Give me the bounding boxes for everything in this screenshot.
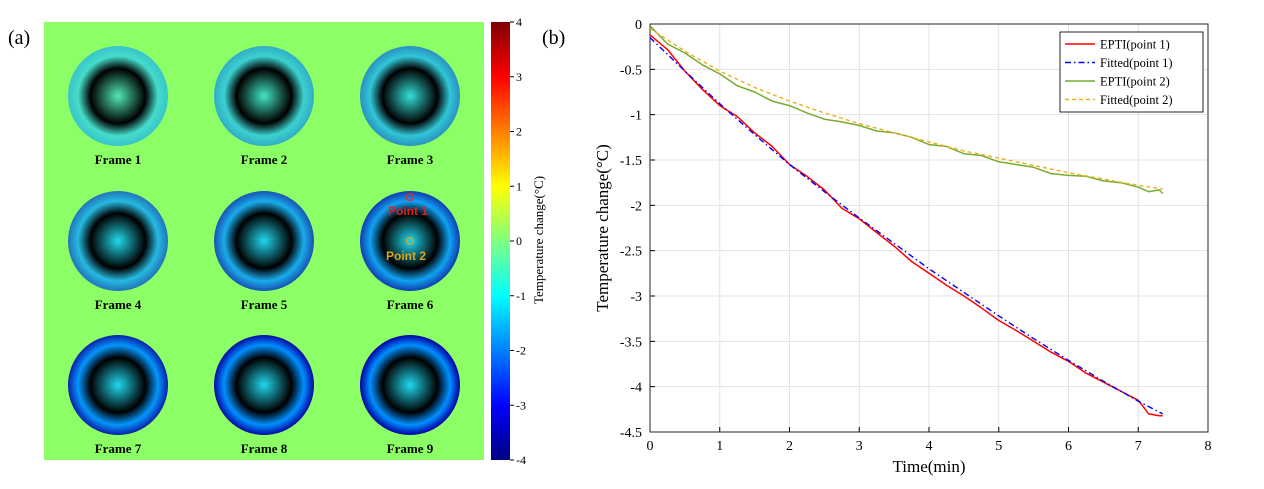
point-1-marker <box>405 192 415 202</box>
colorbar <box>491 22 510 460</box>
frame-5-image <box>214 191 314 291</box>
frame-4-image <box>68 191 168 291</box>
panel-a-label: (a) <box>8 27 30 49</box>
line-chart: 0 1 2 3 4 5 6 7 8 0 -0.5 -1 -1.5 -2 -2.5 -3 -3.5 -4 -4.5 Ti… <box>593 18 1212 476</box>
frame-1-image <box>68 46 168 146</box>
axes-box <box>649 23 1209 433</box>
y-tick-label: -4.5 <box>620 426 642 441</box>
colorbar-tick-label: 4 <box>516 15 522 29</box>
y-tick-label: -2.5 <box>620 245 642 260</box>
y-axis-title: Temperature change(°C) <box>593 144 612 312</box>
frame-9-label: Frame 9 <box>387 441 434 456</box>
frame-2-image <box>214 46 314 146</box>
frame-6-image <box>360 191 460 291</box>
legend: EPTI(point 1) Fitted(point 1) EPTI(point 2… <box>1059 31 1204 113</box>
legend-entry-label: EPTI(point 2) <box>1100 75 1170 89</box>
frame-8-image <box>214 335 314 435</box>
colorbar-tick-label: -4 <box>516 453 526 467</box>
frame-6-label: Frame 6 <box>387 297 434 312</box>
point-2-label: Point 2 <box>386 249 426 263</box>
y-tick-label: -2 <box>630 199 642 214</box>
x-tick-label: 8 <box>1205 439 1212 454</box>
point-2-marker <box>405 236 415 246</box>
series-line-fitted-point-2 <box>649 27 1163 190</box>
frame-4-label: Frame 4 <box>95 297 142 312</box>
frame-2-label: Frame 2 <box>241 152 288 167</box>
colorbar-tick-label: 3 <box>516 70 522 84</box>
y-tick-label: -4 <box>630 381 642 396</box>
y-tick-label: -1.5 <box>620 154 642 169</box>
x-tick-label: 3 <box>856 439 863 454</box>
frame-7-image <box>68 335 168 435</box>
frame-grid: Frame 1 Frame 2 Frame 3 Frame 4 Frame 5 Frame… <box>68 46 460 456</box>
colorbar-tick-label: 2 <box>516 125 522 139</box>
frame-9-image <box>360 335 460 435</box>
y-tick-label: 0 <box>635 18 642 33</box>
frame-8-label: Frame 8 <box>241 441 288 456</box>
y-tick-label: -1 <box>630 109 642 124</box>
x-tick-label: 0 <box>647 439 654 454</box>
series-line-epti-point-1 <box>649 34 1163 417</box>
series-line-fitted-point-1 <box>649 37 1164 415</box>
y-tick-label: -3.5 <box>620 335 642 350</box>
x-tick-label: 7 <box>1135 439 1142 454</box>
frame-1-label: Frame 1 <box>95 152 142 167</box>
colorbar-tick-label: -1 <box>516 289 526 303</box>
colorbar-tick-label: 1 <box>516 179 522 193</box>
colorbar-tick-label: -2 <box>516 344 526 358</box>
series-line-epti-point-2 <box>649 25 1164 195</box>
legend-box <box>1059 31 1204 113</box>
point-1-label: Point 1 <box>388 204 428 218</box>
frame-5-label: Frame 5 <box>241 297 288 312</box>
legend-entry-label: Fitted(point 2) <box>1100 93 1173 107</box>
y-tick-label: -0.5 <box>620 63 642 78</box>
x-tick-label: 4 <box>926 439 933 454</box>
frame-3-label: Frame 3 <box>387 152 434 167</box>
x-tick-label: 2 <box>786 439 793 454</box>
frame-3-image <box>360 46 460 146</box>
colorbar-ticks: 4 3 2 1 0 -1 -2 -3 -4 <box>510 15 526 467</box>
x-axis-title: Time(min) <box>892 457 965 476</box>
x-tick-label: 1 <box>716 439 723 454</box>
x-tick-label: 5 <box>995 439 1002 454</box>
colorbar-title: Temperature change(°C) <box>531 176 546 304</box>
y-tick-label: -3 <box>630 290 642 305</box>
colorbar-tick-label: 0 <box>516 234 522 248</box>
x-tick-label: 6 <box>1065 439 1072 454</box>
legend-entry-label: EPTI(point 1) <box>1100 38 1170 52</box>
panel-b-label: (b) <box>542 27 565 49</box>
frame-7-label: Frame 7 <box>95 441 142 456</box>
colorbar-tick-label: -3 <box>516 398 526 412</box>
legend-entry-label: Fitted(point 1) <box>1100 56 1173 70</box>
